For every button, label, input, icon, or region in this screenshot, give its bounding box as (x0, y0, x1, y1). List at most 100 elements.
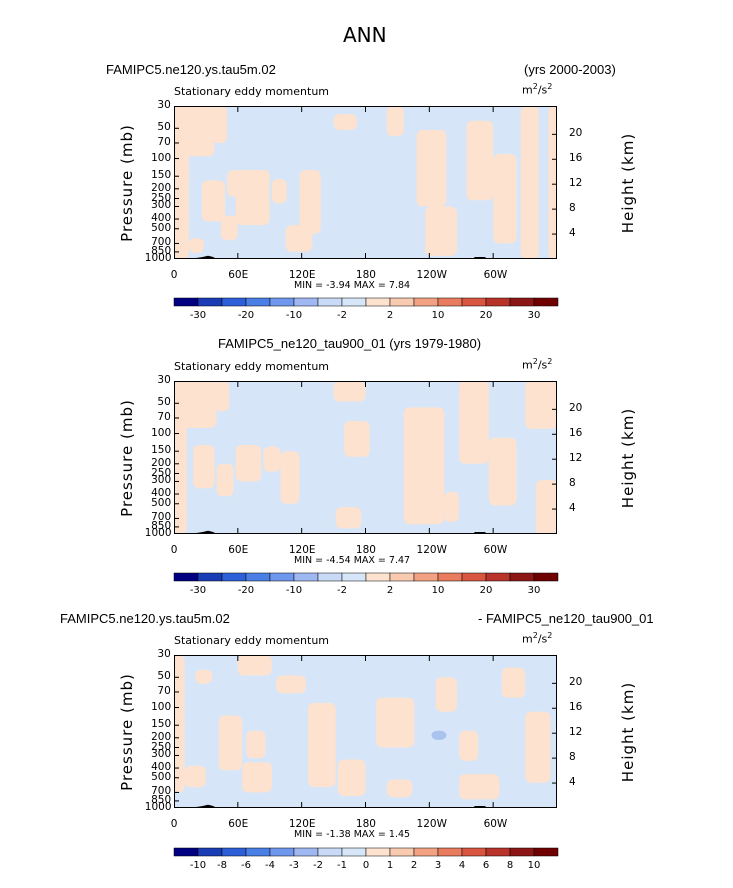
height-tick-label: 4 (569, 776, 576, 789)
pressure-tick-label: 70 (157, 410, 171, 423)
colorbar-swatch (413, 572, 439, 582)
colorbar-label: 30 (528, 585, 541, 595)
colorbar-swatch (269, 847, 295, 857)
pressure-tick-label: 400 (151, 212, 172, 225)
colorbar-swatch (365, 572, 391, 582)
contour-region (535, 480, 557, 534)
colorbar-label: -2 (337, 585, 347, 595)
contour-region (276, 675, 306, 694)
contour-region (174, 655, 185, 793)
pressure-tick-label: 500 (151, 221, 172, 234)
height-tick-label: 12 (569, 177, 583, 190)
colorbar-swatch (245, 847, 271, 857)
colorbar-swatch (509, 572, 535, 582)
colorbar-label: 6 (483, 860, 489, 870)
contour-region (214, 381, 230, 412)
colorbar-swatch (245, 572, 271, 582)
contour-region (488, 437, 517, 506)
contour-region (182, 106, 215, 157)
contour-region (201, 180, 226, 222)
colorbar-swatch (533, 847, 559, 857)
contour-region (416, 130, 447, 207)
height-tick-label: 20 (569, 402, 583, 415)
contour-region (525, 711, 551, 783)
contour-region (337, 759, 366, 796)
contour-region (444, 491, 460, 522)
colorbar-swatch (509, 297, 535, 307)
height-tick-label: 4 (569, 502, 576, 515)
contour-region (403, 407, 445, 525)
lon-tick-label: 120W (416, 818, 447, 830)
contour-region (376, 697, 415, 748)
contour-region (431, 730, 447, 740)
colorbar-swatch (221, 847, 247, 857)
contour-region (195, 669, 213, 684)
height-tick-label: 8 (569, 477, 576, 490)
pressure-tick-label: 50 (157, 670, 171, 683)
panel2-case-title: FAMIPC5_ne120_tau900_01 (yrs 1979-1980) (218, 336, 482, 351)
colorbar-label: 2 (387, 310, 393, 320)
colorbar-label: 2 (411, 860, 417, 870)
colorbar-label: -30 (190, 585, 206, 595)
contour-region (193, 445, 215, 489)
colorbar-swatch (485, 297, 511, 307)
panel1-units: m2/s2 (522, 82, 553, 97)
colorbar-swatch (509, 847, 535, 857)
pressure-tick-label: 1000 (144, 801, 172, 813)
colorbar-label: 1 (387, 860, 393, 870)
contour-region (459, 381, 489, 464)
lon-tick-label: 60W (483, 269, 508, 281)
contour-region (218, 715, 243, 771)
panel3-case-right: - FAMIPC5_ne120_tau900_01 (478, 611, 654, 626)
height-tick-label: 16 (569, 427, 583, 440)
pressure-tick-label: 150 (151, 444, 172, 457)
contour-region (271, 179, 287, 204)
contour-region (263, 446, 281, 472)
colorbar-label: 10 (432, 310, 445, 320)
colorbar-swatch (437, 572, 463, 582)
contour-region (548, 106, 557, 259)
panel1-stats: MIN = -3.94 MAX = 7.84 (294, 280, 411, 291)
colorbar-swatch (317, 847, 343, 857)
lon-tick-label: 0 (170, 544, 178, 556)
lon-tick-label: 120W (416, 269, 447, 281)
contour-region (235, 170, 270, 226)
pressure-tick-label: 200 (151, 730, 172, 743)
pressure-tick-label: 400 (151, 761, 172, 774)
contour-region (493, 153, 517, 244)
colorbar-swatch (317, 572, 343, 582)
contour-region (386, 106, 404, 137)
pressure-tick-label: 150 (151, 718, 172, 731)
colorbar-label: 3 (435, 860, 441, 870)
colorbar-swatch (461, 572, 487, 582)
contour-region (459, 730, 479, 761)
contour-region (182, 381, 217, 428)
pressure-tick-label: 50 (157, 396, 171, 409)
colorbar-label: -3 (289, 860, 299, 870)
colorbar-swatch (485, 572, 511, 582)
contour-region (242, 762, 272, 793)
pressure-tick-label: 1000 (144, 527, 172, 539)
lon-tick-label: 180 (355, 544, 376, 556)
pressure-tick-label: 850 (151, 244, 172, 257)
contour-region (235, 445, 262, 482)
pressure-tick-label: 50 (157, 121, 171, 134)
colorbar-swatch (413, 297, 439, 307)
pressure-tick-label: 200 (151, 456, 172, 469)
colorbar-swatch (437, 297, 463, 307)
contour-region (237, 655, 272, 676)
pressure-tick-label: 100 (151, 700, 172, 713)
colorbar-swatch (293, 847, 319, 857)
colorbar-swatch (245, 297, 271, 307)
panel3-field-label: Stationary eddy momentum (174, 634, 330, 647)
contour-region (386, 779, 413, 798)
contour-region (246, 730, 266, 759)
pressure-tick-label: 100 (151, 151, 172, 164)
height-tick-label: 16 (569, 701, 583, 714)
height-tick-label: 20 (569, 676, 583, 689)
panel2-field-label: Stationary eddy momentum (174, 360, 330, 373)
pressure-tick-label: 200 (151, 181, 172, 194)
panel3-units: m2/s2 (522, 631, 553, 646)
colorbar-swatch (269, 297, 295, 307)
panel3-colorbar: -10 -8 -6 -4 -3 -2 -1 0 1 2 3 4 6 8 10 (173, 847, 559, 870)
